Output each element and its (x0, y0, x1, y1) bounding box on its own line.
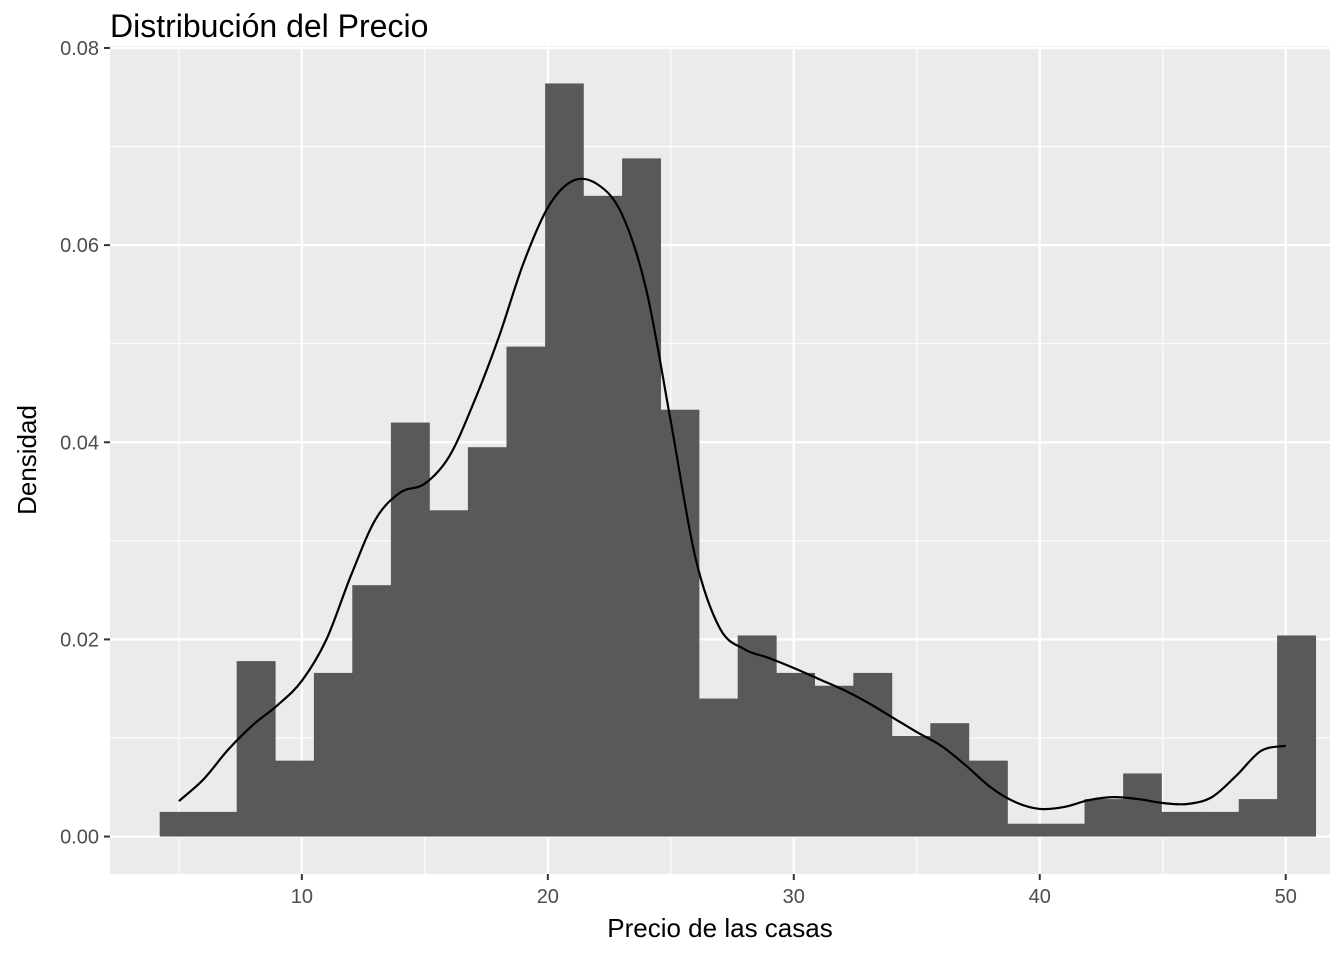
x-axis-title: Precio de las casas (607, 913, 832, 943)
histogram-bar (429, 510, 469, 837)
histogram-bar (1084, 799, 1124, 837)
histogram-bar (1045, 823, 1085, 837)
histogram-bar (1161, 811, 1201, 837)
y-axis-title: Densidad (12, 405, 42, 515)
y-tick-label: 0.06 (60, 235, 99, 257)
histogram-bars (159, 83, 1317, 837)
y-axis: 0.00 0.02 0.04 0.06 0.08 (60, 38, 110, 849)
histogram-bar (1123, 773, 1162, 837)
histogram-bar (1007, 823, 1047, 837)
histogram-bar (236, 661, 276, 837)
histogram-bar (814, 685, 854, 837)
histogram-bar (583, 195, 623, 837)
histogram-bar (506, 346, 546, 837)
histogram-bar (622, 158, 662, 837)
histogram-bar (1238, 799, 1278, 837)
histogram-bar (352, 585, 392, 837)
histogram-bar (737, 635, 777, 837)
histogram-bar (1277, 635, 1317, 837)
histogram-bar (1200, 811, 1240, 837)
histogram-bar (891, 736, 931, 837)
histogram-bar (275, 760, 315, 837)
histogram-bar (853, 672, 893, 837)
x-tick-label: 20 (537, 886, 559, 908)
x-tick-label: 40 (1029, 886, 1051, 908)
x-tick-label: 30 (783, 886, 805, 908)
histogram-bar (159, 811, 199, 837)
histogram-bar (930, 723, 970, 837)
histogram-bar (198, 811, 237, 837)
y-tick-label: 0.08 (60, 38, 99, 60)
x-tick-label: 50 (1275, 886, 1297, 908)
y-tick-label: 0.02 (60, 629, 99, 651)
x-tick-label: 10 (291, 886, 313, 908)
x-axis: 10 20 30 40 50 (291, 874, 1297, 908)
histogram-bar (699, 698, 739, 837)
y-tick-label: 0.00 (60, 827, 99, 849)
histogram-bar (467, 447, 507, 837)
histogram-bar (545, 83, 584, 837)
y-tick-label: 0.04 (60, 432, 99, 454)
histogram-bar (313, 672, 353, 837)
chart-title: Distribución del Precio (110, 8, 429, 44)
density-curve (178, 177, 1286, 811)
histogram-bar (776, 672, 815, 837)
histogram-bar (390, 422, 430, 837)
